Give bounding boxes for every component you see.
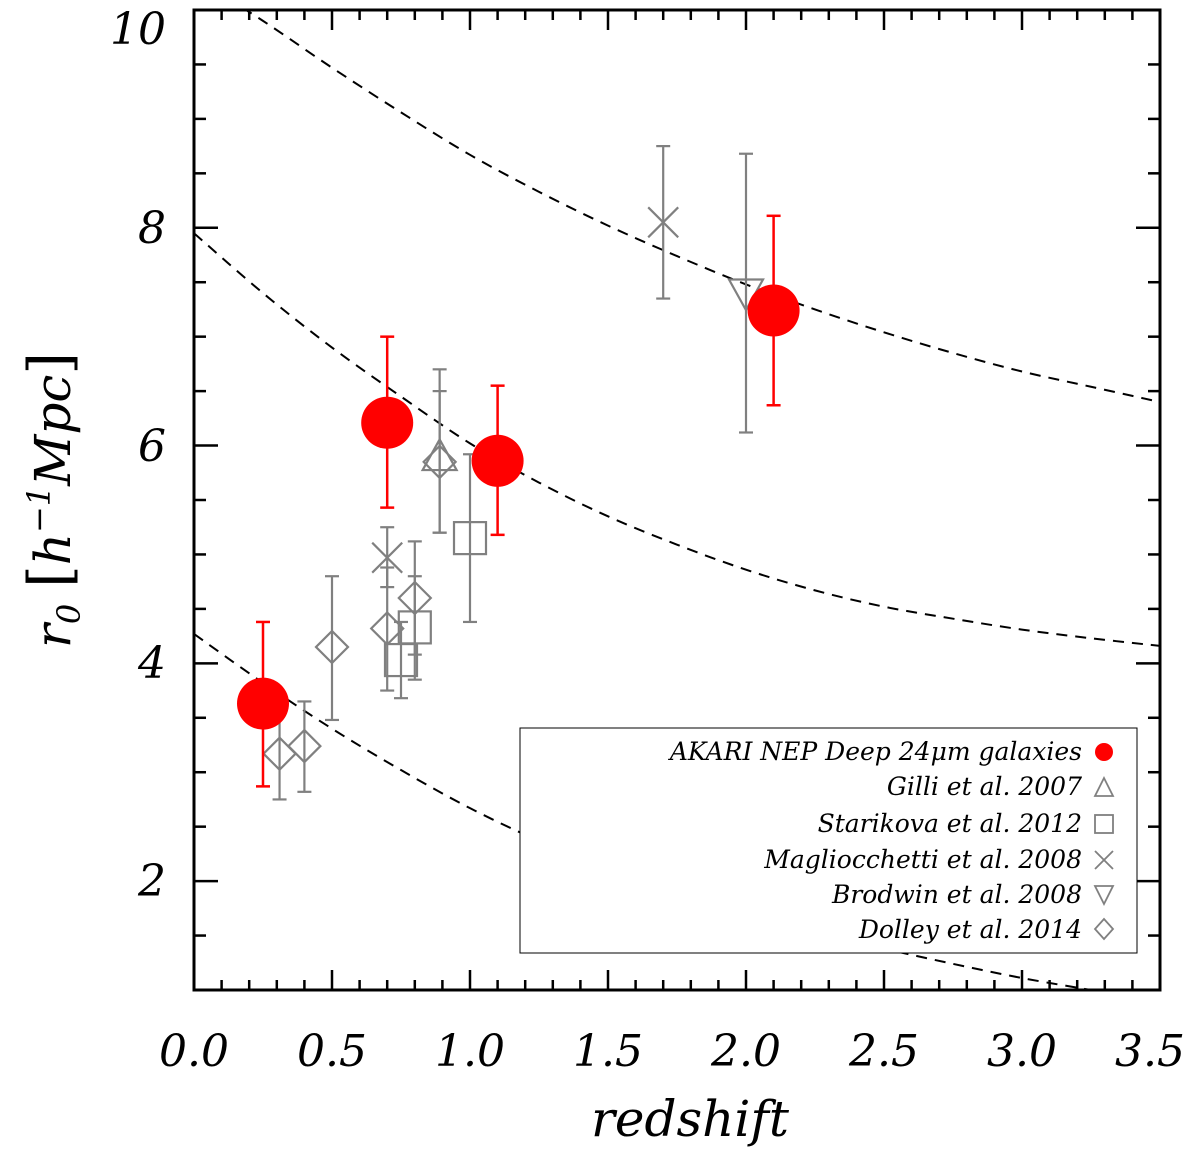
y-label-close-bracket: ] [16, 352, 84, 375]
x-tick-label: 0.0 [159, 1026, 229, 1077]
legend-label-dolley: Dolley et al. 2014 [858, 915, 1082, 944]
data-series [237, 145, 800, 801]
legend-marker-starikova [1094, 814, 1114, 834]
data-point [397, 610, 432, 645]
data-point [420, 437, 459, 472]
data-point [361, 396, 414, 449]
data-point [452, 521, 488, 556]
data-point [747, 284, 800, 337]
legend-marker-akari [1095, 743, 1113, 761]
series-x [371, 145, 679, 589]
data-point [471, 434, 524, 487]
legend-marker-dolley [1093, 917, 1115, 941]
x-tick-label: 2.5 [848, 1026, 919, 1077]
y-label-h: h [24, 533, 82, 565]
axis-ticks [192, 8, 1162, 992]
legend-label-magliocchetti: Magliocchetti et al. 2008 [763, 845, 1082, 874]
data-point [286, 728, 322, 764]
model-curve-1 [194, 232, 1160, 647]
series-filled-circle [237, 214, 800, 788]
y-tick-label: 6 [138, 421, 166, 472]
data-point [647, 206, 679, 239]
y-tick-labels: 2 4 6 8 10 [110, 4, 166, 907]
svg-text:r0 [h−1Mpc]: r0 [h−1Mpc] [16, 352, 88, 648]
y-tick-label: 2 [137, 856, 166, 907]
x-tick-label: 2.0 [710, 1026, 781, 1077]
x-tick-label: 1.0 [435, 1026, 505, 1077]
legend: AKARI NEP Deep 24μm galaxies Gilli et al… [519, 727, 1138, 954]
y-tick-label: 8 [138, 203, 166, 254]
model-curve-2 [194, 633, 1092, 990]
y-tick-label: 10 [110, 4, 166, 55]
data-point [237, 677, 289, 730]
model-curves [194, 10, 1160, 990]
data-point [314, 629, 350, 665]
legend-label-gilli: Gilli et al. 2007 [887, 772, 1082, 801]
legend-marker-magliocchetti [1094, 850, 1114, 870]
x-tick-label: 0.5 [297, 1026, 367, 1077]
legend-label-starikova: Starikova et al. 2012 [818, 809, 1082, 838]
x-tick-label: 3.5 [1115, 1026, 1185, 1077]
legend-marker-brodwin [1093, 885, 1115, 907]
y-label-open-bracket: [ [16, 565, 84, 588]
y-axis-label: r0 [h−1Mpc] [16, 352, 88, 648]
legend-marker-gilli [1093, 775, 1115, 797]
x-tick-labels: 0.0 0.5 1.0 1.5 2.0 2.5 3.0 3.5 [159, 1026, 1185, 1077]
legend-box [519, 727, 1138, 954]
x-tick-label: 3.0 [987, 1026, 1057, 1077]
x-axis-label: redshift [591, 1090, 790, 1148]
y-label-base: r [24, 621, 82, 648]
x-tick-label: 1.5 [573, 1026, 643, 1077]
y-label-mpc: Mpc [24, 375, 82, 487]
legend-label-brodwin: Brodwin et al. 2008 [831, 880, 1082, 909]
series-triangle-up [420, 390, 459, 534]
data-point [371, 541, 403, 574]
series-diamond [262, 368, 458, 801]
y-tick-label: 4 [137, 638, 166, 689]
model-curve-0 [244, 10, 1160, 403]
y-label-exponent: −1 [20, 486, 58, 533]
series-square [383, 453, 488, 700]
legend-label-akari: AKARI NEP Deep 24μm galaxies [668, 737, 1082, 766]
y-label-sub: 0 [50, 604, 88, 624]
